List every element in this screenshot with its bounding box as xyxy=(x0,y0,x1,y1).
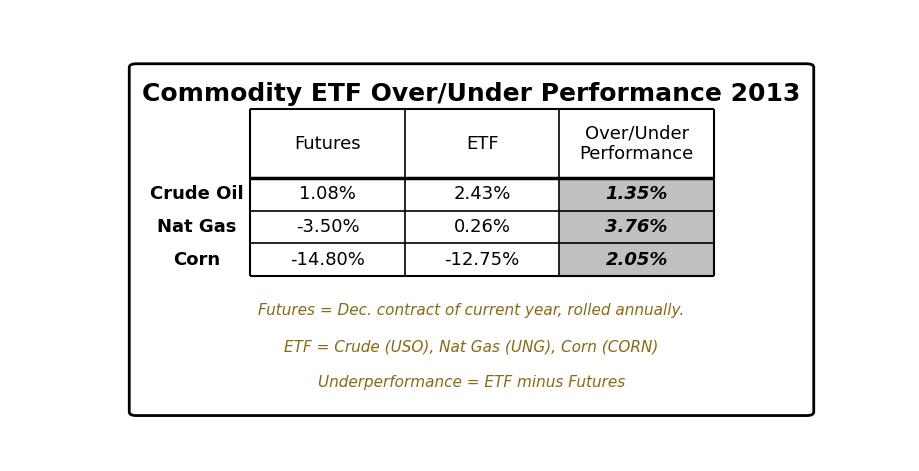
Text: Corn: Corn xyxy=(174,251,221,268)
Text: Over/Under
Performance: Over/Under Performance xyxy=(579,124,693,163)
Text: 1.08%: 1.08% xyxy=(299,185,356,203)
Text: 0.26%: 0.26% xyxy=(453,218,510,236)
Text: Commodity ETF Over/Under Performance 2013: Commodity ETF Over/Under Performance 201… xyxy=(142,82,800,106)
Text: ETF = Crude (USO), Nat Gas (UNG), Corn (CORN): ETF = Crude (USO), Nat Gas (UNG), Corn (… xyxy=(284,339,658,354)
Text: 2.43%: 2.43% xyxy=(453,185,510,203)
Text: Underperformance = ETF minus Futures: Underperformance = ETF minus Futures xyxy=(318,375,624,390)
Text: 1.35%: 1.35% xyxy=(605,185,667,203)
Text: Futures = Dec. contract of current year, rolled annually.: Futures = Dec. contract of current year,… xyxy=(258,303,684,318)
Text: 3.76%: 3.76% xyxy=(605,218,667,236)
Text: Futures: Futures xyxy=(294,135,360,153)
Text: -3.50%: -3.50% xyxy=(296,218,359,236)
Bar xyxy=(559,178,713,276)
Text: -14.80%: -14.80% xyxy=(290,251,365,268)
Text: ETF: ETF xyxy=(465,135,498,153)
Text: Crude Oil: Crude Oil xyxy=(150,185,244,203)
FancyBboxPatch shape xyxy=(129,64,813,415)
Text: -12.75%: -12.75% xyxy=(444,251,519,268)
Text: Nat Gas: Nat Gas xyxy=(157,218,236,236)
Text: 2.05%: 2.05% xyxy=(605,251,667,268)
